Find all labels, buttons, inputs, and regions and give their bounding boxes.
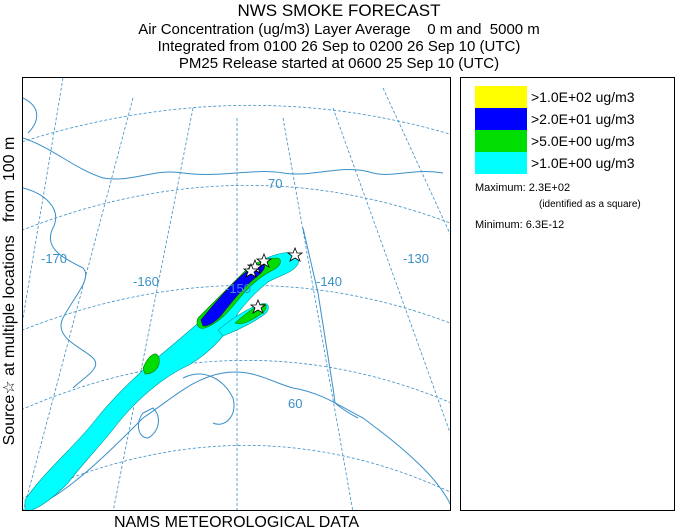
coastlines: [23, 97, 450, 510]
coastline-kodiak: [137, 407, 159, 439]
lon-label-140: -140: [316, 274, 342, 289]
legend-panel: >1.0E+02 ug/m3 >2.0E+01 ug/m3 >5.0E+00 u…: [460, 77, 675, 511]
source-markers: [242, 246, 304, 314]
legend-label: >1.0E+00 ug/m3: [531, 155, 635, 171]
plume-green-patch: [142, 353, 160, 375]
legend-item-green: >5.0E+00 ug/m3: [475, 130, 635, 152]
legend-label: >1.0E+02 ug/m3: [531, 89, 635, 105]
coastline-cook-inlet: [182, 373, 235, 425]
maximum-stat: Maximum: 2.3E+02: [475, 182, 570, 194]
lon-line-130: [332, 107, 450, 434]
title-line-1: Air Concentration (ug/m3) Layer Average …: [138, 21, 540, 38]
minimum-label: Minimum:: [475, 219, 523, 231]
border-canada: [302, 227, 359, 419]
legend-item-yellow: >1.0E+02 ug/m3: [475, 86, 635, 108]
legend-swatch: [475, 152, 527, 174]
legend-swatch: [475, 130, 527, 152]
maximum-label: Maximum:: [475, 182, 526, 194]
legend-label: >5.0E+00 ug/m3: [531, 133, 635, 149]
title-line-2: Integrated from 0100 26 Sep to 0200 26 S…: [157, 38, 521, 55]
minimum-stat: Minimum: 6.3E-12: [475, 219, 564, 231]
lat-line-60: [23, 359, 450, 410]
maximum-note: (identified as a square): [539, 199, 641, 210]
lon-line-180: [23, 78, 64, 321]
source-star-3: [249, 298, 267, 314]
lon-line-170: [23, 97, 134, 510]
maximum-value: 2.3E+02: [528, 182, 571, 194]
legend-item-cyan: >1.0E+00 ug/m3: [475, 152, 635, 174]
lat-line-65: [23, 284, 450, 331]
plume-cyan: [24, 252, 300, 510]
lat-label-60: 60: [288, 396, 302, 411]
lon-label-160: -160: [133, 274, 159, 289]
lon-line-160: [112, 107, 194, 510]
map-panel: -170 -160 -150 -140 -130 70 60: [22, 77, 451, 511]
page-title: NWS SMOKE FORECAST: [237, 1, 441, 20]
source-star-1: [255, 252, 273, 268]
legend-label: >2.0E+01 ug/m3: [531, 111, 635, 127]
lat-line-75: [23, 104, 450, 142]
source-star-5: [242, 262, 260, 278]
coastline-arctic: [23, 137, 444, 180]
lat-line-70: [23, 184, 450, 231]
side-label: Source☆ at multiple locations from 100 m: [1, 136, 18, 446]
lon-line-140: [282, 117, 354, 510]
footer-data-source: NAMS METEOROLOGICAL DATA: [113, 514, 360, 531]
legend-item-blue: >2.0E+01 ug/m3: [475, 108, 635, 130]
coastline-siberia: [23, 97, 38, 134]
legend-swatch: [475, 108, 527, 130]
source-star-2: [286, 246, 304, 262]
coastline-south: [26, 371, 450, 510]
title-block: NWS SMOKE FORECAST Air Concentration (ug…: [0, 0, 678, 72]
legend-swatch: [475, 86, 527, 108]
lon-label-170: -170: [41, 251, 67, 266]
longitude-lines: [23, 78, 450, 510]
lat-label-70: 70: [268, 176, 282, 191]
lon-line-120: [382, 87, 450, 235]
plume-contours: [24, 252, 300, 510]
coastline-west: [23, 187, 96, 389]
plume-blue: [200, 263, 265, 327]
smoke-map: -170 -160 -150 -140 -130 70 60: [23, 78, 450, 510]
minimum-value: 6.3E-12: [525, 219, 565, 231]
lon-label-150: -150: [225, 281, 251, 296]
lon-label-130: -130: [403, 251, 429, 266]
title-line-3: PM25 Release started at 0600 25 Sep 10 (…: [178, 55, 500, 72]
